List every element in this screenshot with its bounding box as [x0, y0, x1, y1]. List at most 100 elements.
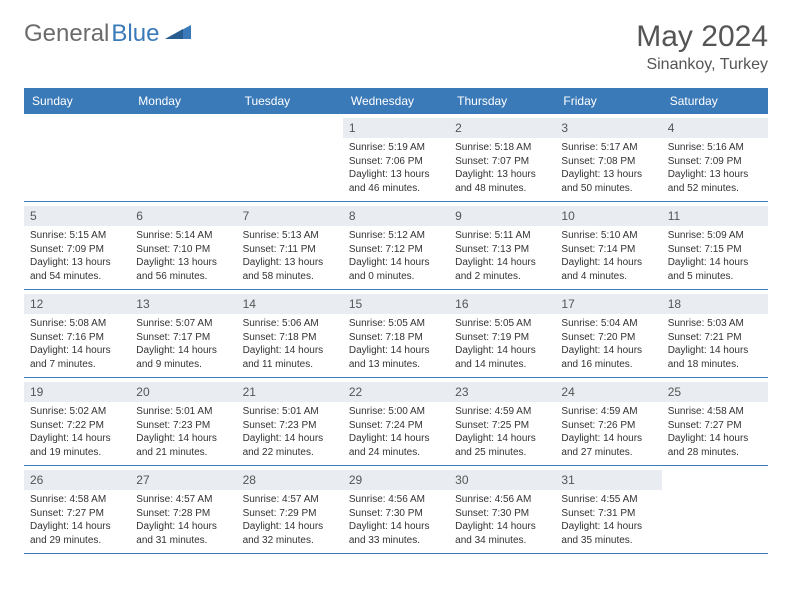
daylight-line-1: Daylight: 13 hours — [349, 168, 443, 182]
daylight-line-1: Daylight: 13 hours — [136, 256, 230, 270]
sunrise-line: Sunrise: 5:05 AM — [455, 317, 549, 331]
day-number: 16 — [449, 294, 555, 314]
sunrise-line: Sunrise: 4:57 AM — [136, 493, 230, 507]
sunset-line: Sunset: 7:27 PM — [668, 419, 762, 433]
daylight-line-1: Daylight: 14 hours — [136, 432, 230, 446]
sunset-line: Sunset: 7:13 PM — [455, 243, 549, 257]
day-cell: 25Sunrise: 4:58 AMSunset: 7:27 PMDayligh… — [662, 378, 768, 465]
day-details: Sunrise: 4:56 AMSunset: 7:30 PMDaylight:… — [455, 493, 549, 547]
day-number: 12 — [24, 294, 130, 314]
sunrise-line: Sunrise: 4:55 AM — [561, 493, 655, 507]
day-cell: 6Sunrise: 5:14 AMSunset: 7:10 PMDaylight… — [130, 202, 236, 289]
sunrise-line: Sunrise: 5:06 AM — [243, 317, 337, 331]
day-cell: 27 Sunrise: 4:57 AMSunset: 7:28 PMDayligh… — [130, 466, 236, 553]
sunrise-line: Sunrise: 5:16 AM — [668, 141, 762, 155]
page-title: May 2024 — [636, 20, 768, 54]
day-number: 19 — [24, 382, 130, 402]
day-number: 9 — [449, 206, 555, 226]
daylight-line-2: and 31 minutes. — [136, 534, 230, 548]
day-details: Sunrise: 5:10 AMSunset: 7:14 PMDaylight:… — [561, 229, 655, 283]
sunrise-line: Sunrise: 4:58 AM — [30, 493, 124, 507]
day-details: Sunrise: 5:05 AMSunset: 7:19 PMDaylight:… — [455, 317, 549, 371]
day-number — [130, 118, 236, 124]
daylight-line-1: Daylight: 14 hours — [349, 344, 443, 358]
day-details: Sunrise: 4:58 AMSunset: 7:27 PMDaylight:… — [668, 405, 762, 459]
sunset-line: Sunset: 7:08 PM — [561, 155, 655, 169]
day-details: Sunrise: 5:01 AMSunset: 7:23 PMDaylight:… — [136, 405, 230, 459]
day-number: 3 — [555, 118, 661, 138]
daylight-line-2: and 21 minutes. — [136, 446, 230, 460]
day-number: 23 — [449, 382, 555, 402]
daylight-line-1: Daylight: 13 hours — [30, 256, 124, 270]
day-details: Sunrise: 5:09 AMSunset: 7:15 PMDaylight:… — [668, 229, 762, 283]
daylight-line-1: Daylight: 14 hours — [243, 520, 337, 534]
daylight-line-1: Daylight: 14 hours — [455, 344, 549, 358]
sunset-line: Sunset: 7:12 PM — [349, 243, 443, 257]
sunset-line: Sunset: 7:27 PM — [30, 507, 124, 521]
sunrise-line: Sunrise: 5:14 AM — [136, 229, 230, 243]
sunrise-line: Sunrise: 5:10 AM — [561, 229, 655, 243]
daylight-line-2: and 58 minutes. — [243, 270, 337, 284]
day-number: 5 — [24, 206, 130, 226]
day-of-week-header: Sunday Monday Tuesday Wednesday Thursday… — [24, 88, 768, 114]
day-cell: 1Sunrise: 5:19 AMSunset: 7:06 PMDaylight… — [343, 114, 449, 201]
day-cell: 2Sunrise: 5:18 AMSunset: 7:07 PMDaylight… — [449, 114, 555, 201]
sunrise-line: Sunrise: 5:07 AM — [136, 317, 230, 331]
daylight-line-2: and 14 minutes. — [455, 358, 549, 372]
day-number: 24 — [555, 382, 661, 402]
sunset-line: Sunset: 7:29 PM — [243, 507, 337, 521]
sunset-line: Sunset: 7:10 PM — [136, 243, 230, 257]
sunset-line: Sunset: 7:28 PM — [136, 507, 230, 521]
daylight-line-1: Daylight: 14 hours — [561, 344, 655, 358]
sunrise-line: Sunrise: 4:56 AM — [455, 493, 549, 507]
day-number: 27 — [130, 470, 236, 490]
dow-thu: Thursday — [449, 88, 555, 114]
daylight-line-2: and 0 minutes. — [349, 270, 443, 284]
sunset-line: Sunset: 7:09 PM — [668, 155, 762, 169]
daylight-line-2: and 50 minutes. — [561, 182, 655, 196]
sunrise-line: Sunrise: 5:18 AM — [455, 141, 549, 155]
sunrise-line: Sunrise: 4:59 AM — [455, 405, 549, 419]
day-cell: 21Sunrise: 5:01 AMSunset: 7:23 PMDayligh… — [237, 378, 343, 465]
daylight-line-1: Daylight: 13 hours — [455, 168, 549, 182]
daylight-line-1: Daylight: 14 hours — [668, 344, 762, 358]
daylight-line-2: and 18 minutes. — [668, 358, 762, 372]
day-details: Sunrise: 4:55 AMSunset: 7:31 PMDaylight:… — [561, 493, 655, 547]
sunset-line: Sunset: 7:20 PM — [561, 331, 655, 345]
day-cell: 17Sunrise: 5:04 AMSunset: 7:20 PMDayligh… — [555, 290, 661, 377]
day-details: Sunrise: 5:05 AMSunset: 7:18 PMDaylight:… — [349, 317, 443, 371]
sunrise-line: Sunrise: 5:15 AM — [30, 229, 124, 243]
day-cell: 19Sunrise: 5:02 AMSunset: 7:22 PMDayligh… — [24, 378, 130, 465]
day-number: 29 — [343, 470, 449, 490]
daylight-line-1: Daylight: 14 hours — [30, 520, 124, 534]
day-number: 14 — [237, 294, 343, 314]
sunrise-line: Sunrise: 4:59 AM — [561, 405, 655, 419]
day-number: 7 — [237, 206, 343, 226]
sunrise-line: Sunrise: 5:12 AM — [349, 229, 443, 243]
daylight-line-2: and 19 minutes. — [30, 446, 124, 460]
day-details: Sunrise: 5:03 AMSunset: 7:21 PMDaylight:… — [668, 317, 762, 371]
day-cell: 5Sunrise: 5:15 AMSunset: 7:09 PMDaylight… — [24, 202, 130, 289]
sunrise-line: Sunrise: 5:01 AM — [243, 405, 337, 419]
daylight-line-2: and 5 minutes. — [668, 270, 762, 284]
day-cell: 15Sunrise: 5:05 AMSunset: 7:18 PMDayligh… — [343, 290, 449, 377]
sunrise-line: Sunrise: 5:01 AM — [136, 405, 230, 419]
sunset-line: Sunset: 7:18 PM — [243, 331, 337, 345]
sunset-line: Sunset: 7:26 PM — [561, 419, 655, 433]
day-number: 11 — [662, 206, 768, 226]
sunset-line: Sunset: 7:06 PM — [349, 155, 443, 169]
dow-mon: Monday — [130, 88, 236, 114]
daylight-line-2: and 48 minutes. — [455, 182, 549, 196]
daylight-line-1: Daylight: 14 hours — [455, 256, 549, 270]
daylight-line-2: and 28 minutes. — [668, 446, 762, 460]
sunrise-line: Sunrise: 5:02 AM — [30, 405, 124, 419]
day-cell: 20Sunrise: 5:01 AMSunset: 7:23 PMDayligh… — [130, 378, 236, 465]
sunrise-line: Sunrise: 4:56 AM — [349, 493, 443, 507]
daylight-line-2: and 2 minutes. — [455, 270, 549, 284]
day-cell: 22Sunrise: 5:00 AMSunset: 7:24 PMDayligh… — [343, 378, 449, 465]
day-details: Sunrise: 4:58 AMSunset: 7:27 PMDaylight:… — [30, 493, 124, 547]
daylight-line-1: Daylight: 14 hours — [136, 344, 230, 358]
day-details: Sunrise: 4:57 AMSunset: 7:28 PMDaylight:… — [136, 493, 230, 547]
week-row: 12Sunrise: 5:08 AMSunset: 7:16 PMDayligh… — [24, 290, 768, 378]
day-details: Sunrise: 4:59 AMSunset: 7:25 PMDaylight:… — [455, 405, 549, 459]
